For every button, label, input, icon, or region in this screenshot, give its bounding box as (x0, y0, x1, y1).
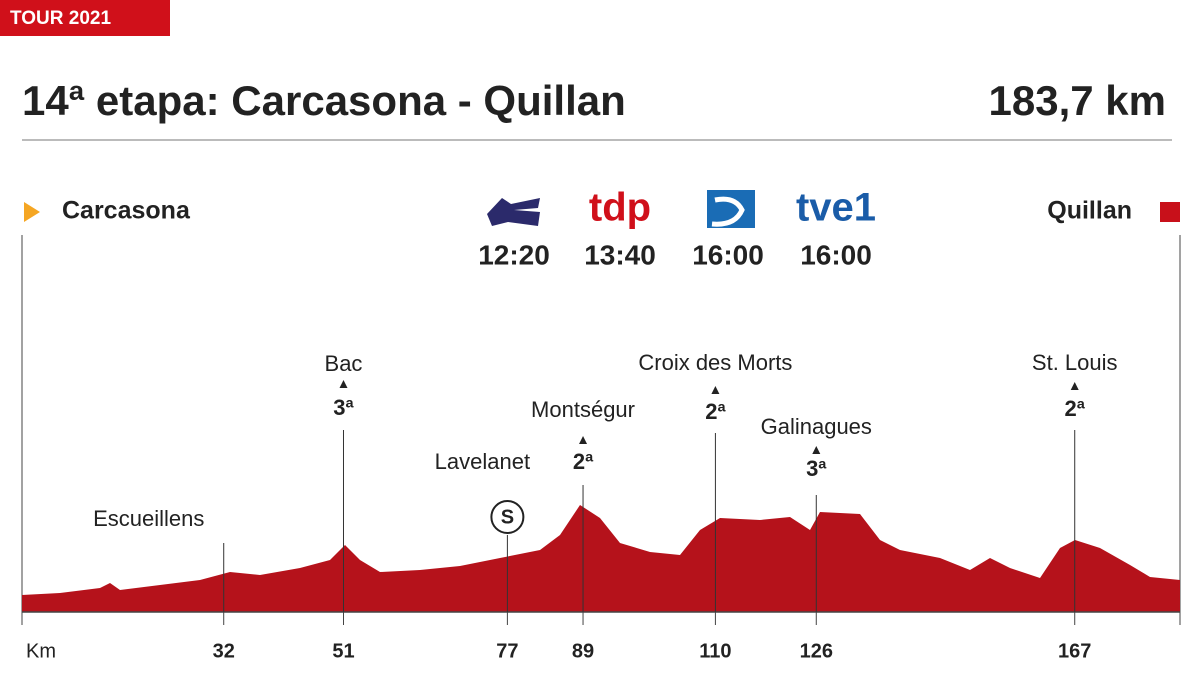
point-name: Montségur (531, 397, 635, 422)
x-tick-label: 77 (496, 640, 518, 662)
start: Carcasona (62, 197, 191, 225)
x-tick-label: 126 (800, 640, 833, 662)
tag: TOUR 2021 (10, 8, 111, 29)
climb-category: 3ª (806, 456, 827, 481)
x-tick-label: 89 (572, 640, 594, 662)
tag-bg (0, 0, 170, 36)
broadcast-time: 13:40 (584, 239, 656, 270)
x-tick-label: 32 (213, 640, 235, 662)
broadcaster-logo: tve1 (796, 186, 876, 230)
climb-icon (711, 386, 720, 394)
sprint-label: S (501, 506, 514, 528)
start-icon (24, 202, 40, 222)
climb-icon (812, 446, 821, 454)
logo-1 (487, 198, 540, 226)
climb-icon (579, 436, 588, 444)
finish-icon (1160, 202, 1180, 222)
climb-category: 3ª (333, 395, 354, 420)
climb-icon (1070, 382, 1079, 390)
x-tick-label: 51 (332, 640, 354, 662)
broadcast-time: 16:00 (800, 239, 872, 270)
x-tick-label: 110 (699, 640, 731, 662)
x-tick-label: Km (26, 640, 56, 662)
point-name: Galinagues (761, 414, 872, 439)
climb-category: 2ª (705, 399, 726, 424)
x-tick-label: 167 (1058, 640, 1091, 662)
point-name: St. Louis (1032, 350, 1118, 375)
title: 14ª etapa: Carcasona - Quillan (22, 77, 626, 124)
logo-3 (707, 190, 755, 228)
broadcaster-logo: tdp (589, 186, 651, 230)
sprint-icon (490, 500, 525, 534)
point-name: Bac (325, 351, 363, 376)
point-name: Croix des Morts (638, 350, 792, 375)
broadcast-time: 12:20 (478, 239, 550, 270)
broadcast-time: 16:00 (692, 239, 764, 270)
finish: Quillan (1047, 197, 1132, 225)
distance: 183,7 km (989, 77, 1166, 124)
elevation-profile (22, 505, 1180, 612)
climb-icon (339, 380, 348, 388)
climb-category: 2ª (1065, 396, 1086, 421)
point-name: Lavelanet (435, 449, 530, 474)
point-name: Escueillens (93, 506, 204, 531)
climb-category: 2ª (573, 449, 594, 474)
